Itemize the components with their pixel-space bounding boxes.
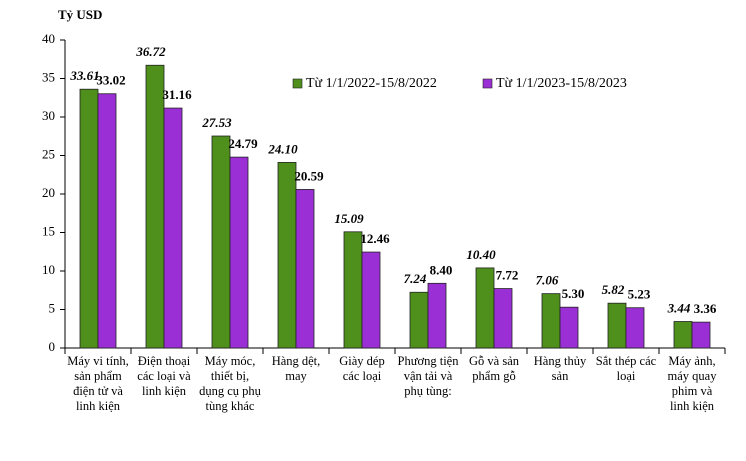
value-label: 5.82 xyxy=(602,282,625,297)
value-label: 3.44 xyxy=(667,300,691,315)
bar xyxy=(361,251,381,349)
y-tick-label: 30 xyxy=(42,108,55,123)
value-label: 27.53 xyxy=(201,115,232,130)
value-label: 36.72 xyxy=(135,44,166,59)
bar xyxy=(79,88,99,349)
x-tick-label: Máy móc, thiết bị, dụng cụ phụ tùng khác xyxy=(199,354,261,413)
x-tick-label: Phương tiện vận tải và phụ tùng: xyxy=(397,354,459,398)
value-label: 15.09 xyxy=(334,211,364,226)
x-tick-label: Máy ảnh, máy quay phim và linh kiện xyxy=(667,354,717,413)
value-label: 7.24 xyxy=(404,271,427,286)
value-label: 5.23 xyxy=(628,287,651,302)
value-label: 24.79 xyxy=(228,136,258,151)
bar xyxy=(541,293,561,349)
value-label: 12.46 xyxy=(360,231,390,246)
y-axis-title: Tỷ USD xyxy=(58,7,102,22)
bar xyxy=(145,64,165,349)
y-tick-label: 20 xyxy=(42,185,55,200)
bar xyxy=(673,321,693,349)
x-tick-label: Hàng dệt, may xyxy=(271,354,321,383)
y-tick-label: 15 xyxy=(42,223,55,238)
bar xyxy=(97,93,117,349)
legend-swatch xyxy=(482,78,493,89)
x-tick-label: Giày dép các loại xyxy=(339,354,385,383)
bar xyxy=(493,288,513,349)
bar xyxy=(475,267,495,349)
value-label: 8.40 xyxy=(430,262,453,277)
x-tick-label: Sắt thép các loại xyxy=(595,354,657,383)
y-tick-label: 10 xyxy=(42,262,55,277)
y-tick-label: 35 xyxy=(42,69,55,84)
value-label: 5.30 xyxy=(562,286,585,301)
bar xyxy=(163,107,183,349)
y-tick-label: 5 xyxy=(49,300,56,315)
bar xyxy=(277,162,297,349)
bar xyxy=(229,156,249,349)
bar xyxy=(559,306,579,349)
bar xyxy=(691,321,711,349)
value-label: 33.02 xyxy=(96,73,125,88)
x-tick-label: Điện thoại các loại và linh kiện xyxy=(137,354,191,398)
y-tick-label: 40 xyxy=(42,31,55,46)
x-tick-label: Hàng thủy sản xyxy=(533,354,587,383)
bar xyxy=(211,135,231,349)
value-label: 24.10 xyxy=(267,141,298,156)
y-tick-label: 25 xyxy=(42,146,55,161)
value-label: 7.06 xyxy=(536,273,559,288)
value-label: 20.59 xyxy=(294,168,324,183)
bar xyxy=(607,302,627,349)
value-label: 33.61 xyxy=(69,68,99,83)
bar xyxy=(295,189,315,349)
y-tick-label: 0 xyxy=(49,339,56,354)
legend-swatch xyxy=(292,78,303,89)
bar xyxy=(625,307,645,349)
legend-label: Từ 1/1/2023-15/8/2023 xyxy=(496,76,627,91)
value-label: 7.72 xyxy=(496,268,519,283)
legend-label: Từ 1/1/2022-15/8/2022 xyxy=(306,76,437,91)
value-label: 31.16 xyxy=(162,87,192,102)
value-label: 10.40 xyxy=(466,247,496,262)
bar xyxy=(343,231,363,349)
bar xyxy=(409,291,429,349)
x-tick-label: Máy vi tính, sản phẩm điện tử và linh ki… xyxy=(67,354,129,413)
x-tick-label: Gỗ và sản phẩm gỗ xyxy=(469,354,519,383)
value-label: 3.36 xyxy=(694,301,717,316)
bar xyxy=(427,282,447,349)
